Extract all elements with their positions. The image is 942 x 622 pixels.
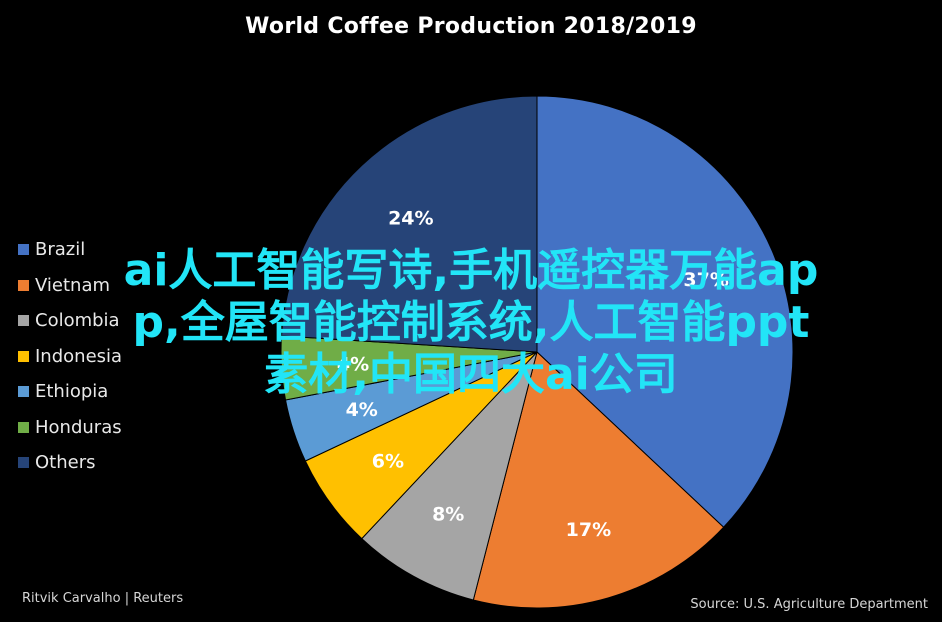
legend-label: Colombia [35, 310, 120, 332]
pie-slice-others [280, 95, 538, 353]
data-label-vietnam: 17% [566, 519, 611, 541]
data-label-indonesia: 6% [372, 450, 404, 472]
data-label-ethiopia: 4% [346, 399, 378, 421]
data-label-honduras: 4% [337, 354, 369, 376]
legend-label: Vietnam [35, 274, 111, 296]
data-label-brazil: 37% [683, 269, 728, 291]
pie-slice-colombia [361, 351, 538, 601]
legend-swatch [18, 279, 29, 291]
legend-item-ethiopia: Ethiopia [18, 374, 122, 410]
legend-swatch [18, 386, 29, 398]
legend-swatch [18, 244, 29, 256]
legend-swatch [18, 350, 29, 362]
credit-text: Ritvik Carvalho | Reuters [22, 591, 184, 606]
legend-label: Brazil [35, 239, 86, 261]
legend-label: Honduras [35, 416, 122, 438]
legend-item-honduras: Honduras [18, 410, 122, 446]
legend-label: Others [35, 452, 96, 474]
data-label-others: 24% [388, 208, 433, 230]
data-label-colombia: 8% [432, 504, 464, 526]
legend-swatch [18, 457, 29, 469]
pie-slice-vietnam [472, 351, 725, 609]
legend-item-indonesia: Indonesia [18, 339, 122, 375]
legend-label: Ethiopia [35, 381, 109, 403]
legend-swatch [18, 421, 29, 433]
legend-item-colombia: Colombia [18, 303, 122, 339]
legend-item-others: Others [18, 445, 122, 481]
legend-swatch [18, 315, 29, 327]
pie-slice-brazil [536, 95, 794, 528]
legend-item-vietnam: Vietnam [18, 268, 122, 304]
chart-title: World Coffee Production 2018/2019 [245, 14, 697, 39]
legend-label: Indonesia [35, 345, 123, 367]
source-text: Source: U.S. Agriculture Department [690, 597, 928, 612]
legend-item-brazil: Brazil [18, 232, 122, 268]
legend: Brazil Vietnam Colombia Indonesia Ethiopia Ho… [18, 232, 122, 481]
